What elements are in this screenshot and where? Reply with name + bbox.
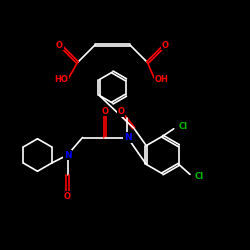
Text: OH: OH (155, 76, 169, 84)
Text: HO: HO (54, 76, 68, 84)
Text: O: O (102, 107, 108, 116)
Text: O: O (118, 108, 125, 116)
Text: N: N (124, 133, 131, 142)
Text: Cl: Cl (195, 172, 204, 182)
Text: Cl: Cl (179, 122, 188, 131)
Text: N: N (64, 150, 71, 160)
Text: O: O (64, 192, 71, 201)
Text: O: O (56, 40, 63, 50)
Text: O: O (162, 40, 169, 50)
